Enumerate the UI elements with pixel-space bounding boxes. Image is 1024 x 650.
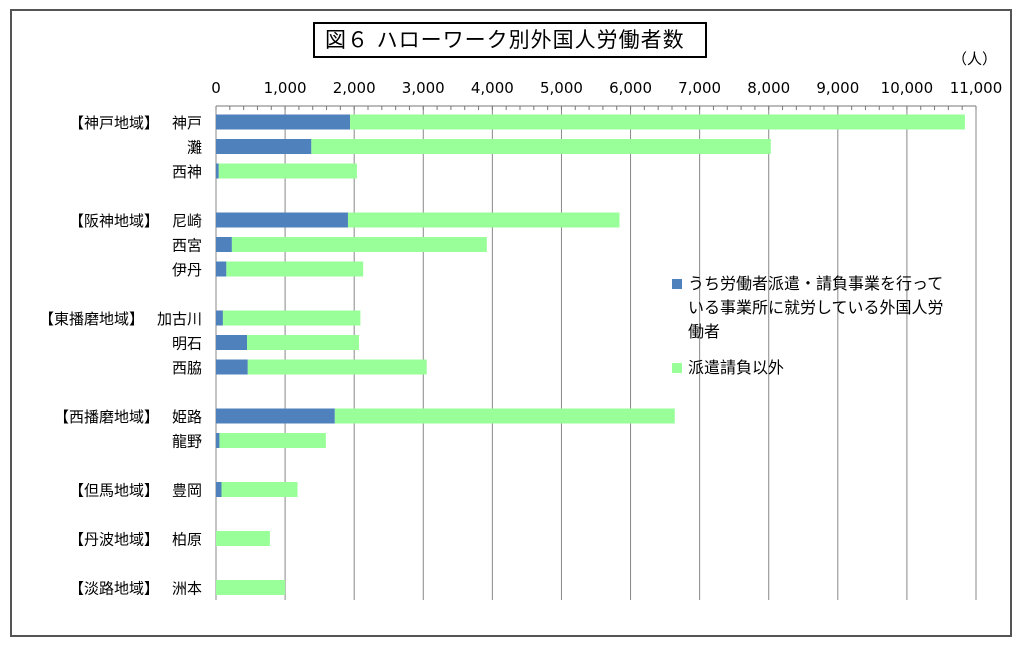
bar-dispatch	[216, 163, 219, 179]
region-label: 【西播磨地域】	[54, 408, 159, 426]
x-tick-label: 8,000	[747, 79, 790, 97]
x-tick-label: 1,000	[264, 79, 307, 97]
bar-other	[216, 580, 286, 595]
chart-frame	[10, 9, 1012, 637]
legend-item-other: 派遣請負以外	[672, 356, 1002, 380]
bar-other	[334, 408, 675, 424]
category-label: 神戸	[172, 114, 202, 132]
category-label: 尼崎	[172, 212, 202, 230]
x-tick-label: 6,000	[609, 79, 652, 97]
bar-other	[347, 212, 620, 228]
x-tick-label: 10,000	[881, 79, 934, 97]
x-tick-label: 2,000	[333, 79, 376, 97]
bar-other	[219, 433, 326, 448]
chart-title: 図６ ハローワーク別外国人労働者数	[313, 22, 707, 58]
legend-item-dispatch: うち労働者派遣・請負事業を行って いる事業所に就労している外国人労 働者	[672, 272, 1002, 344]
bar-other	[231, 237, 487, 252]
bar-dispatch	[216, 139, 312, 154]
category-label: 灘	[187, 139, 202, 157]
category-label: 姫路	[172, 408, 202, 426]
bar-dispatch	[216, 237, 232, 252]
category-label: 加古川	[157, 310, 202, 328]
x-tick-label: 9,000	[816, 79, 859, 97]
legend-label-dispatch-line2: いる事業所に就労している外国人労	[688, 298, 944, 317]
category-label: 西神	[172, 163, 202, 181]
category-label: 西脇	[172, 359, 202, 377]
x-tick-label: 0	[211, 79, 221, 97]
bar-dispatch	[216, 335, 248, 350]
region-label: 【阪神地域】	[69, 212, 159, 230]
bar-other	[222, 310, 361, 326]
bar-dispatch	[216, 359, 248, 375]
region-label: 【東播磨地域】	[39, 310, 144, 328]
bar-dispatch	[216, 482, 222, 497]
bar-other	[350, 114, 965, 130]
category-label: 柏原	[172, 531, 202, 549]
bar-other	[247, 335, 360, 350]
category-label: 豊岡	[172, 482, 202, 500]
bar-dispatch	[216, 114, 351, 130]
bar-other	[311, 139, 771, 154]
bar-other	[247, 359, 427, 375]
legend-swatch-other	[672, 363, 682, 373]
bar-dispatch	[216, 433, 220, 448]
x-tick-label: 4,000	[471, 79, 514, 97]
region-label: 【但馬地域】	[69, 482, 159, 500]
bar-dispatch	[216, 408, 335, 424]
legend: うち労働者派遣・請負事業を行って いる事業所に就労している外国人労 働者 派遣請…	[672, 272, 1002, 380]
region-label: 【淡路地域】	[69, 580, 159, 598]
bar-other	[226, 261, 364, 277]
region-label: 【丹波地域】	[69, 531, 159, 549]
bar-dispatch	[216, 310, 223, 326]
x-tick-label: 3,000	[402, 79, 445, 97]
category-label: 明石	[172, 335, 202, 353]
category-label: 伊丹	[172, 261, 202, 279]
legend-label-dispatch-line1: うち労働者派遣・請負事業を行って	[688, 274, 944, 293]
category-label: 洲本	[172, 580, 202, 598]
x-tick-label: 5,000	[540, 79, 583, 97]
unit-label: （人）	[952, 50, 998, 68]
x-tick-label: 11,000	[950, 79, 1003, 97]
bar-dispatch	[216, 212, 348, 228]
bar-other	[216, 531, 270, 546]
category-label: 龍野	[172, 433, 202, 451]
bar-other	[221, 482, 298, 497]
category-label: 西宮	[172, 237, 202, 255]
bar-other	[218, 163, 357, 179]
legend-swatch-dispatch	[672, 279, 682, 289]
bar-dispatch	[216, 261, 227, 277]
x-tick-label: 7,000	[678, 79, 721, 97]
legend-label-dispatch-line3: 働者	[688, 322, 721, 341]
legend-label-other: 派遣請負以外	[688, 358, 785, 377]
region-label: 【神戸地域】	[69, 114, 159, 132]
